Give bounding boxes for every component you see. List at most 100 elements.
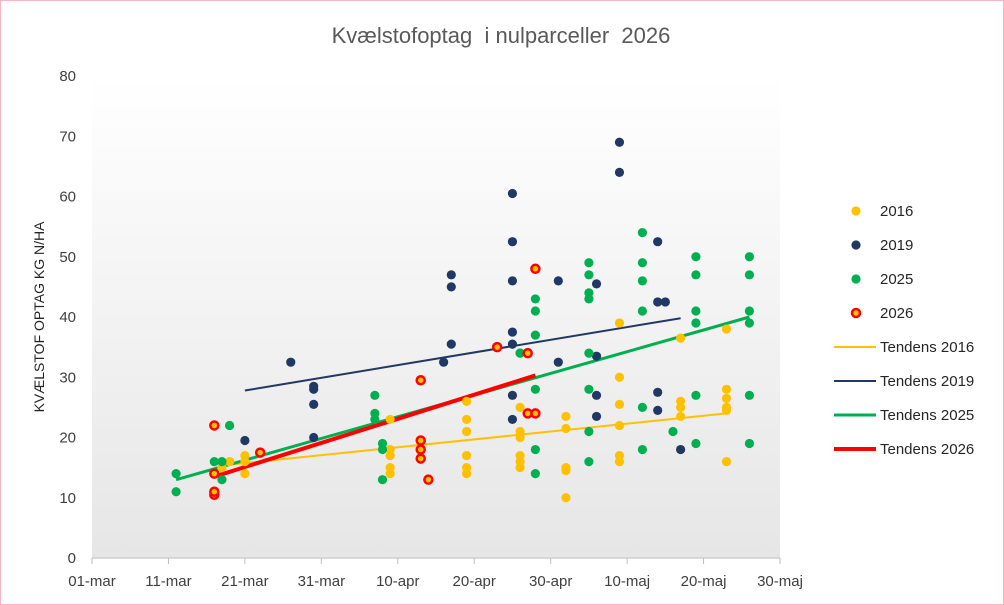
y-tick-label: 50 xyxy=(59,249,76,266)
trendline xyxy=(213,373,536,479)
y-tick-label: 20 xyxy=(59,430,76,447)
y-tick-label: 60 xyxy=(59,189,76,206)
data-point xyxy=(385,463,395,473)
data-point xyxy=(691,270,701,280)
x-axis: 01-mar 11-mar 21-mar 31-mar 10-apr 20-apr 30-a… xyxy=(68,557,803,590)
data-point xyxy=(377,475,388,485)
data-point xyxy=(461,463,472,473)
x-tick-label: 30-apr xyxy=(529,573,572,590)
data-point xyxy=(461,396,472,406)
data-point xyxy=(530,469,540,479)
data-point xyxy=(461,450,472,461)
data-point xyxy=(637,306,648,316)
data-point xyxy=(309,432,319,443)
data-point xyxy=(584,457,594,467)
data-point xyxy=(515,426,525,437)
data-point xyxy=(461,426,472,437)
legend-label: Tendens 2019 xyxy=(880,373,974,390)
data-point xyxy=(240,457,250,467)
data-point xyxy=(614,450,625,461)
data-point xyxy=(254,447,266,458)
y-tick-label: 10 xyxy=(59,490,76,507)
data-point xyxy=(676,444,686,455)
legend-label: 2025 xyxy=(880,271,913,288)
data-point xyxy=(614,318,625,328)
data-point xyxy=(446,270,456,280)
data-point xyxy=(217,475,227,485)
data-point xyxy=(584,348,594,358)
x-tick-label: 11-mar xyxy=(145,573,191,590)
data-point xyxy=(660,297,670,307)
data-point xyxy=(584,258,594,268)
data-point xyxy=(637,402,648,412)
x-tick-label: 10-apr xyxy=(376,573,419,590)
data-point xyxy=(591,279,602,289)
data-point xyxy=(209,420,220,431)
data-point xyxy=(721,457,732,467)
y-tick-label: 70 xyxy=(59,128,76,145)
data-point xyxy=(309,381,319,391)
data-point xyxy=(461,414,472,425)
data-point xyxy=(721,324,732,334)
data-point xyxy=(553,276,563,286)
data-point xyxy=(614,420,625,431)
data-point xyxy=(561,411,571,422)
data-point xyxy=(385,444,395,455)
data-point xyxy=(286,357,296,367)
data-point xyxy=(439,357,449,367)
data-point xyxy=(377,438,388,449)
y-tick-label: 80 xyxy=(59,68,76,85)
data-point xyxy=(744,390,755,400)
data-point xyxy=(423,474,434,485)
legend-label: 2019 xyxy=(880,237,913,254)
data-point xyxy=(637,444,648,455)
legend-label: Tendens 2026 xyxy=(880,441,974,458)
trendlines xyxy=(175,315,750,482)
data-point xyxy=(507,276,518,286)
data-point xyxy=(240,435,250,446)
data-point xyxy=(209,457,219,467)
data-point xyxy=(171,469,181,479)
legend-marker xyxy=(850,307,862,319)
data-point xyxy=(676,333,686,343)
legend: 2016 2019 2025 2026 Tendens 2016 Tendens 2019… xyxy=(834,203,974,458)
data-point xyxy=(530,384,540,394)
data-point xyxy=(744,252,755,262)
data-point xyxy=(691,390,701,400)
data-point xyxy=(370,414,380,425)
data-point xyxy=(530,306,540,316)
data-point xyxy=(522,347,533,359)
data-point xyxy=(240,469,250,479)
data-point xyxy=(614,372,625,382)
data-point xyxy=(309,399,319,409)
y-tick-label: 40 xyxy=(59,309,76,326)
data-point xyxy=(507,414,518,425)
data-point xyxy=(385,414,395,425)
data-point xyxy=(515,450,525,461)
x-tick-label: 20-apr xyxy=(453,573,496,590)
legend-marker xyxy=(851,206,861,216)
chart-title: Kvælstofoptag i nulparceller 2026 xyxy=(332,23,671,48)
data-point xyxy=(225,420,235,431)
data-point xyxy=(721,384,732,394)
data-point xyxy=(530,294,540,304)
data-point xyxy=(691,318,701,328)
data-point xyxy=(691,306,701,316)
y-tick-label: 0 xyxy=(68,550,76,567)
x-tick-label: 30-maj xyxy=(757,573,803,590)
legend-label: 2016 xyxy=(880,203,913,220)
data-point xyxy=(584,426,594,437)
data-point xyxy=(691,252,701,262)
legend-label: 2026 xyxy=(880,305,913,322)
data-point xyxy=(744,318,755,328)
data-point xyxy=(637,258,648,268)
trendline xyxy=(229,412,727,466)
data-point xyxy=(676,396,686,406)
data-point xyxy=(415,435,426,446)
data-point xyxy=(637,276,648,286)
trendline xyxy=(244,317,681,392)
y-axis-title: KVÆLSTOF OPTAG KG N/HA xyxy=(31,221,47,413)
data-point xyxy=(561,423,571,434)
data-point xyxy=(507,390,518,400)
data-point xyxy=(225,457,235,467)
